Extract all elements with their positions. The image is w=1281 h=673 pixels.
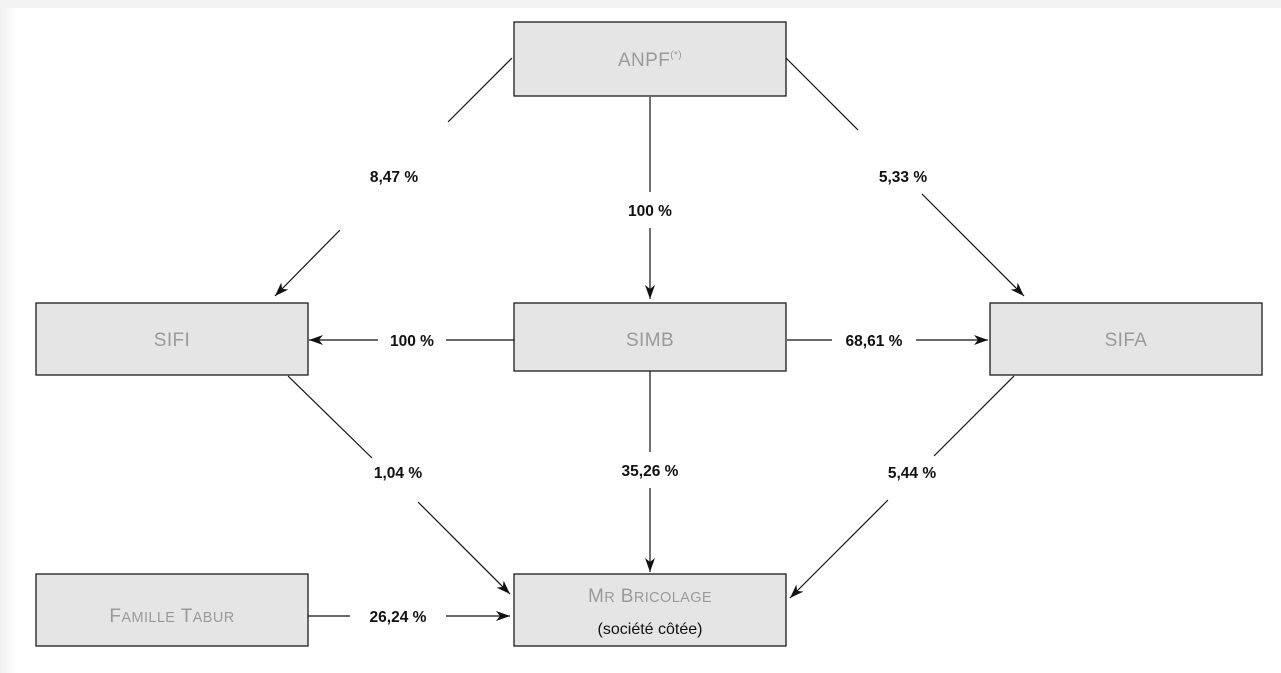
node-simb: SIMB <box>513 302 787 372</box>
edge-label-anpf-sifi: 8,47 % <box>370 169 418 186</box>
node-sifi-box <box>35 302 309 376</box>
edge-anpf-sifa: 5,33 % <box>785 57 1025 297</box>
node-simb-label: SIMB <box>626 330 674 351</box>
edge-anpf-simb: 100 % <box>628 97 672 299</box>
node-simb-box <box>513 302 787 372</box>
edge-simb-sifi: 100 % <box>309 333 514 350</box>
edge-label-simb-sifa: 68,61 % <box>846 333 903 350</box>
node-sifa: SIFA <box>989 302 1263 376</box>
edge-label-famille-mrbricolage: 26,24 % <box>370 609 427 626</box>
edge-simb-sifa: 68,61 % <box>787 333 988 350</box>
node-sifa-label: SIFA <box>1105 330 1148 351</box>
edge-anpf-sifi: 8,47 % <box>274 57 513 297</box>
top-rule <box>0 0 1281 8</box>
node-sifi: SIFI <box>35 302 309 376</box>
edge-label-simb-mrbricolage: 35,26 % <box>622 463 679 480</box>
edge-simb-mrbricolage: 35,26 % <box>622 370 679 572</box>
edge-label-sifa-mrbricolage: 5,44 % <box>888 465 936 482</box>
node-anpf-label: ANPF(*) <box>618 50 682 71</box>
node-mr-bricolage-label: MR BRICOLAGE <box>588 586 712 607</box>
left-fade <box>0 8 18 673</box>
node-mr-bricolage-box <box>513 573 787 647</box>
node-anpf: ANPF(*) <box>513 21 787 97</box>
edge-label-simb-sifi: 100 % <box>390 333 434 350</box>
edge-famille-mrbricolage: 26,24 % <box>308 609 510 626</box>
node-sifi-label: SIFI <box>154 330 190 351</box>
edge-label-sifi-mrbricolage: 1,04 % <box>374 465 422 482</box>
node-mr-bricolage-sublabel: (société côtée) <box>598 621 703 638</box>
node-famille-tabur: FAMILLE TABUR <box>35 573 309 647</box>
edge-label-anpf-sifa: 5,33 % <box>879 169 927 186</box>
node-famille-tabur-box <box>35 573 309 647</box>
edge-label-anpf-simb: 100 % <box>628 203 672 220</box>
edge-sifi-mrbricolage: 1,04 % <box>287 375 511 595</box>
node-mr-bricolage: MR BRICOLAGE (société côtée) <box>513 573 787 647</box>
edge-sifa-mrbricolage: 5,44 % <box>789 375 1015 599</box>
node-famille-tabur-label: FAMILLE TABUR <box>109 606 234 627</box>
node-anpf-box <box>513 21 787 97</box>
node-sifa-box <box>989 302 1263 376</box>
